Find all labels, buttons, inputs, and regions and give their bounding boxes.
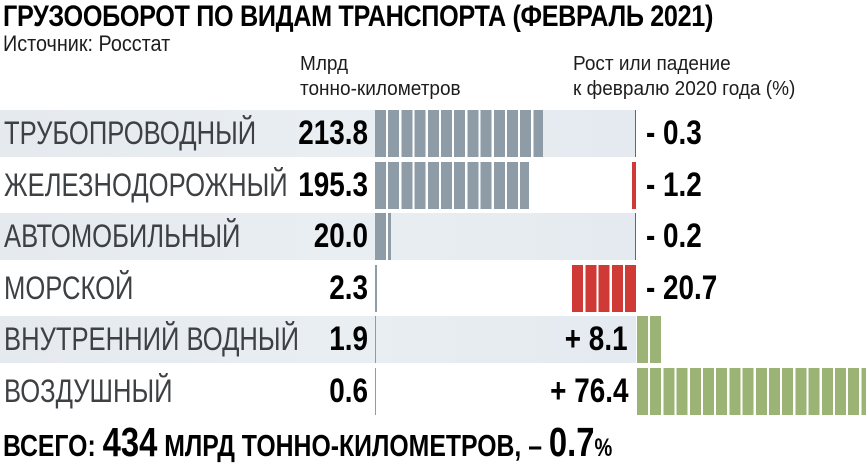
row-background <box>0 316 636 363</box>
change-value: - 20.7 <box>646 268 718 307</box>
volume-value: 195.3 <box>298 165 368 204</box>
column-header-volume-line2: тонно-километров <box>300 78 461 100</box>
volume-value: 0.6 <box>329 371 368 410</box>
volume-bar <box>375 213 391 260</box>
volume-bar <box>375 161 529 209</box>
change-bar <box>634 213 636 260</box>
total-value: 434 <box>102 419 158 465</box>
volume-value: 20.0 <box>313 217 368 255</box>
volume-value: 2.3 <box>329 268 368 307</box>
table-row: АВТОМОБИЛЬНЫЙ 20.0 - 0.2 <box>0 213 866 260</box>
category-label: ЖЕЛЕЗНОДОРОЖНЫЙ <box>4 166 288 203</box>
column-header-change-line2: к февралю 2020 года (%) <box>573 78 796 100</box>
row-background <box>0 213 636 260</box>
column-header-change: Рост или падение к февралю 2020 года (%) <box>573 52 795 102</box>
change-value: - 0.2 <box>646 217 702 255</box>
change-bar <box>637 367 866 415</box>
change-value: + 8.1 <box>565 320 628 358</box>
total-prefix: ВСЕГО: <box>3 428 103 463</box>
page-title: ГРУЗООБОРОТ ПО ВИДАМ ТРАНСПОРТА (ФЕВРАЛЬ… <box>3 0 714 33</box>
chart-rows: ТРУБОПРОВОДНЫЙ 213.8 - 0.3 ЖЕЛЕЗНОДОРОЖН… <box>0 110 866 419</box>
category-label: МОРСКОЙ <box>4 269 134 306</box>
column-header-change-line1: Рост или падение <box>573 53 731 75</box>
category-label: ТРУБОПРОВОДНЫЙ <box>4 115 257 151</box>
category-label: ВНУТРЕННИЙ ВОДНЫЙ <box>4 321 299 357</box>
volume-bar <box>375 367 377 415</box>
total-unit: МЛРД ТОННО-КИЛОМЕТРОВ, <box>157 428 529 463</box>
category-label: АВТОМОБИЛЬНЫЙ <box>4 218 241 254</box>
total-change-value: 0.7 <box>548 419 595 465</box>
volume-value: 213.8 <box>298 114 368 152</box>
table-row: ТРУБОПРОВОДНЫЙ 213.8 - 0.3 <box>0 110 866 157</box>
change-bar <box>634 110 636 157</box>
volume-bar <box>375 316 377 363</box>
change-value: - 0.3 <box>646 114 702 152</box>
change-value: - 1.2 <box>646 165 702 204</box>
change-value: + 76.4 <box>549 371 628 410</box>
table-row: ЖЕЛЕЗНОДОРОЖНЫЙ 195.3 - 1.2 <box>0 161 866 209</box>
change-bar <box>572 264 636 312</box>
total-line: ВСЕГО: 434 МЛРД ТОННО-КИЛОМЕТРОВ, – 0.7% <box>3 421 612 465</box>
category-label: ВОЗДУШНЫЙ <box>4 372 173 409</box>
column-header-volume: Млрд тонно-километров <box>300 52 461 102</box>
percent-sign: % <box>594 434 613 462</box>
column-header-volume-line1: Млрд <box>300 53 349 75</box>
table-row: МОРСКОЙ 2.3 - 20.7 <box>0 264 866 312</box>
volume-value: 1.9 <box>329 320 368 358</box>
volume-bar <box>375 264 377 312</box>
total-change-sign: – <box>528 428 549 463</box>
change-bar <box>632 161 636 209</box>
change-bar <box>637 316 663 363</box>
table-row: ВНУТРЕННИЙ ВОДНЫЙ 1.9 + 8.1 <box>0 316 866 363</box>
source-label: Источник: Росстат <box>3 31 171 56</box>
table-row: ВОЗДУШНЫЙ 0.6 + 76.4 <box>0 367 866 415</box>
volume-bar <box>375 110 544 157</box>
